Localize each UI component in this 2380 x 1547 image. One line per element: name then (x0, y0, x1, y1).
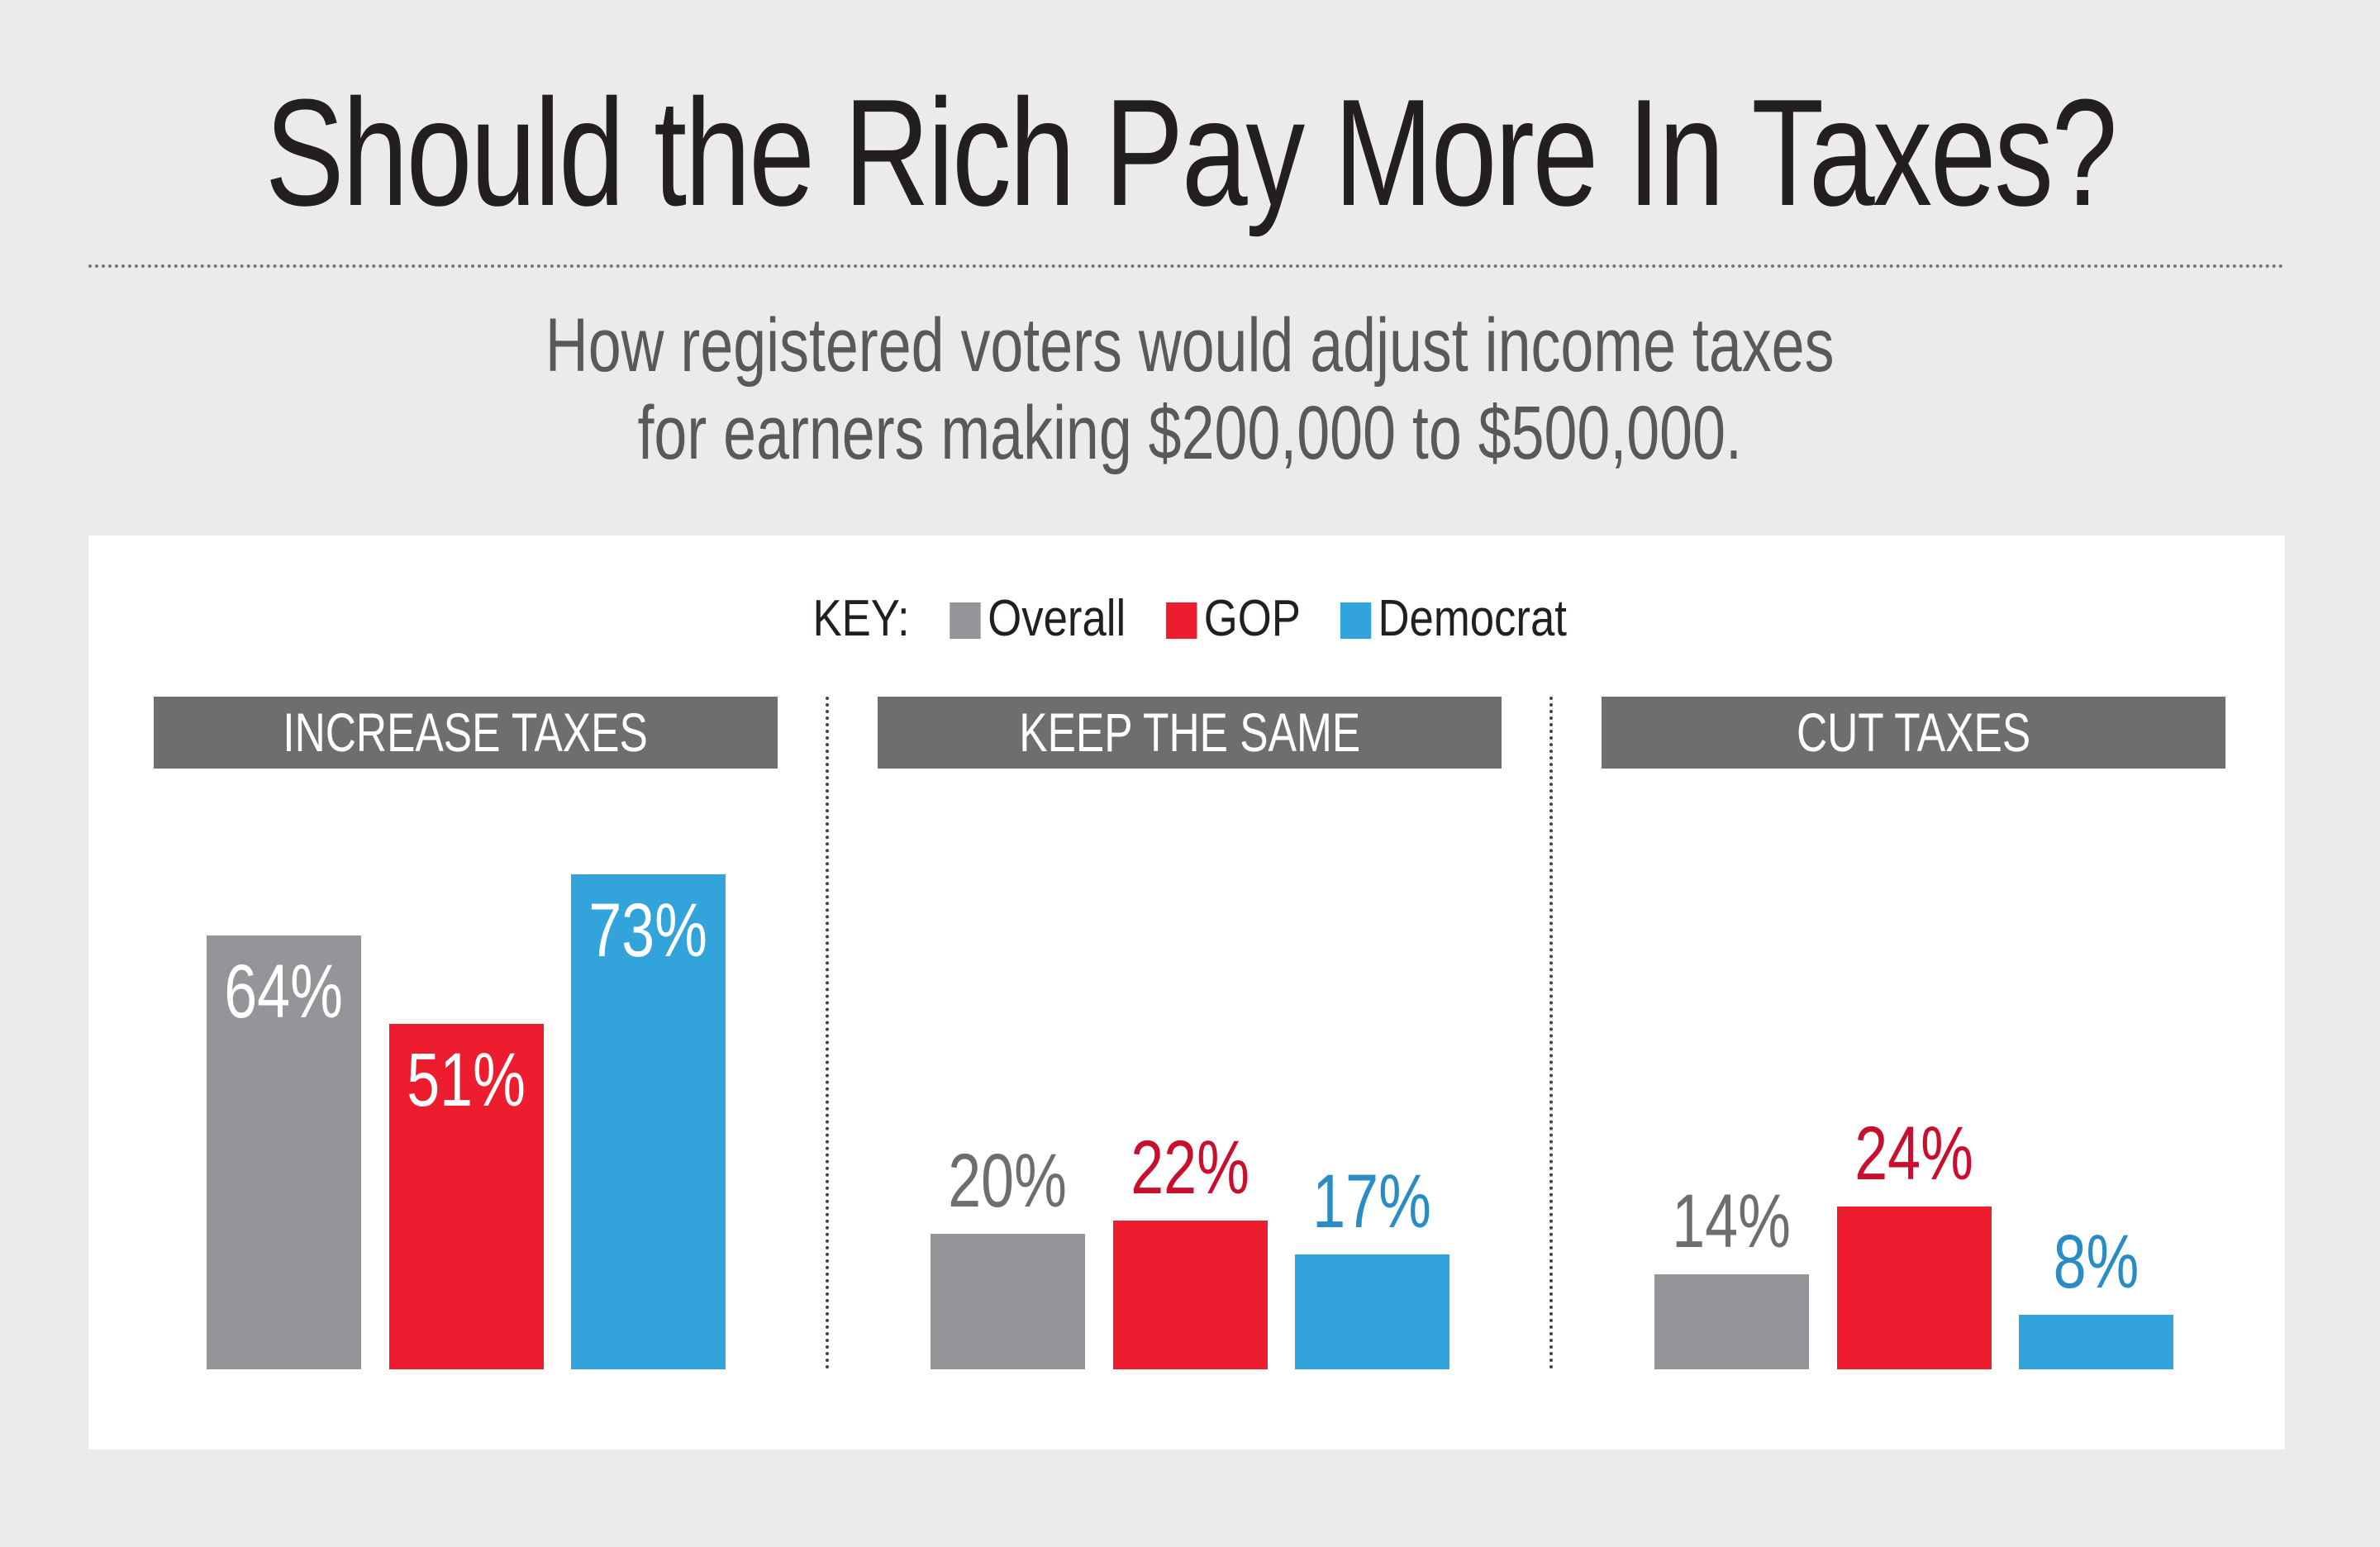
chart-title: Should the Rich Pay More In Taxes? (264, 67, 2117, 237)
bar-gop-1 (1112, 1220, 1268, 1369)
bar-gop-0 (388, 1023, 544, 1369)
legend-key-label: KEY: (812, 590, 910, 647)
data-label-gop-1: 22% (1130, 1125, 1250, 1210)
group-separator (1549, 697, 1553, 1369)
bar-gop-2 (1836, 1207, 1992, 1369)
data-label-overall-1: 20% (948, 1139, 1068, 1223)
category-header-cut: CUT TAXES (1602, 697, 2225, 769)
category-header-increase: INCREASE TAXES (154, 697, 778, 769)
data-label-overall-2: 14% (1672, 1179, 1792, 1264)
data-label-democrat-1: 17% (1312, 1159, 1432, 1244)
data-label-democrat-2: 8% (2053, 1220, 2140, 1305)
legend-swatch-democrat (1340, 602, 1372, 639)
category-header-keep: KEEP THE SAME (878, 697, 1502, 769)
group-separator (826, 697, 829, 1369)
bar-overall-1 (931, 1234, 1085, 1369)
legend-label-overall: Overall (988, 590, 1126, 647)
data-label-overall-0: 64% (224, 950, 344, 1035)
legend-swatch-gop (1166, 602, 1197, 639)
data-label-gop-0: 51% (407, 1037, 526, 1122)
legend-swatch-overall (950, 602, 982, 639)
data-label-democrat-0: 73% (588, 888, 708, 973)
subtitle-line-1: How registered voters would adjust incom… (545, 303, 1835, 388)
legend-label-gop: GOP (1204, 590, 1301, 647)
data-label-gop-2: 24% (1854, 1111, 1973, 1197)
legend-label-democrat: Democrat (1378, 590, 1568, 647)
subtitle-line-2: for earners making $200,000 to $500,000. (637, 391, 1743, 475)
title-divider (88, 264, 2285, 268)
legend: KEY: Overall GOP Democrat (0, 593, 2380, 645)
bar-overall-0 (207, 935, 361, 1369)
bar-overall-2 (1654, 1274, 1809, 1369)
bar-democrat-2 (2019, 1315, 2173, 1369)
bar-democrat-1 (1295, 1254, 1449, 1369)
bar-democrat-0 (571, 874, 726, 1369)
